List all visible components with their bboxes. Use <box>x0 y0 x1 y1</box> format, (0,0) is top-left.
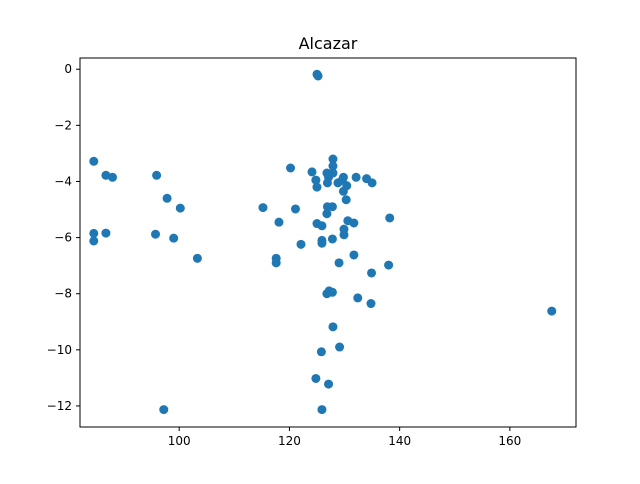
data-point <box>327 287 337 297</box>
data-point <box>307 167 317 177</box>
data-point <box>366 299 376 309</box>
data-point <box>311 175 321 185</box>
data-point <box>322 209 332 219</box>
data-point <box>311 373 321 383</box>
data-point <box>328 322 338 332</box>
y-tick-label: −4 <box>54 174 72 188</box>
data-point <box>169 233 179 243</box>
data-point <box>152 170 162 180</box>
data-point <box>328 154 338 164</box>
data-point <box>342 181 352 191</box>
data-point <box>351 172 361 182</box>
data-point <box>108 172 118 182</box>
data-point <box>271 258 281 268</box>
points-layer <box>89 69 557 415</box>
x-tick-label: 120 <box>278 434 301 448</box>
data-point <box>101 228 111 238</box>
data-point <box>324 379 334 389</box>
data-point <box>151 229 161 239</box>
data-point <box>385 213 395 223</box>
x-tick-label: 140 <box>388 434 411 448</box>
plot-area-frame <box>79 57 577 428</box>
data-point <box>328 168 338 178</box>
data-point <box>89 156 99 166</box>
chart-title: Alcazar <box>299 34 358 53</box>
data-point <box>296 239 306 249</box>
data-point <box>353 293 363 303</box>
data-point <box>159 405 169 415</box>
data-point <box>175 203 185 213</box>
y-tick-label: −2 <box>54 118 72 132</box>
data-point <box>317 221 327 231</box>
data-point <box>317 405 327 415</box>
data-point <box>286 163 296 173</box>
data-point <box>258 203 268 213</box>
x-tick-label: 100 <box>168 434 191 448</box>
y-tick-label: −10 <box>47 343 72 357</box>
data-point <box>312 182 322 192</box>
data-point <box>316 347 326 357</box>
data-point <box>274 217 284 227</box>
data-point <box>328 161 338 171</box>
data-point <box>327 234 337 244</box>
y-tick-label: −8 <box>54 287 72 301</box>
data-point <box>313 71 323 81</box>
data-point <box>89 228 99 238</box>
data-point <box>384 260 394 270</box>
data-point <box>192 253 202 263</box>
data-point <box>335 342 345 352</box>
data-point <box>339 230 349 240</box>
data-point <box>338 172 348 182</box>
data-point <box>162 193 172 203</box>
x-axis: 100 120 140 160 <box>168 427 521 448</box>
data-point <box>367 178 377 188</box>
data-point <box>349 218 359 228</box>
y-tick-label: 0 <box>64 62 72 76</box>
data-point <box>367 268 377 278</box>
data-point <box>341 195 351 205</box>
data-point <box>290 204 300 214</box>
data-point <box>317 238 327 248</box>
y-tick-label: −6 <box>54 231 72 245</box>
data-point <box>89 236 99 246</box>
x-tick-label: 160 <box>498 434 521 448</box>
data-point <box>334 258 344 268</box>
data-point <box>547 306 557 316</box>
y-tick-label: −12 <box>47 399 72 413</box>
data-point <box>327 202 337 212</box>
data-point <box>349 250 359 260</box>
y-axis: 0 −2 −4 −6 −8 −10 −12 <box>47 62 80 413</box>
